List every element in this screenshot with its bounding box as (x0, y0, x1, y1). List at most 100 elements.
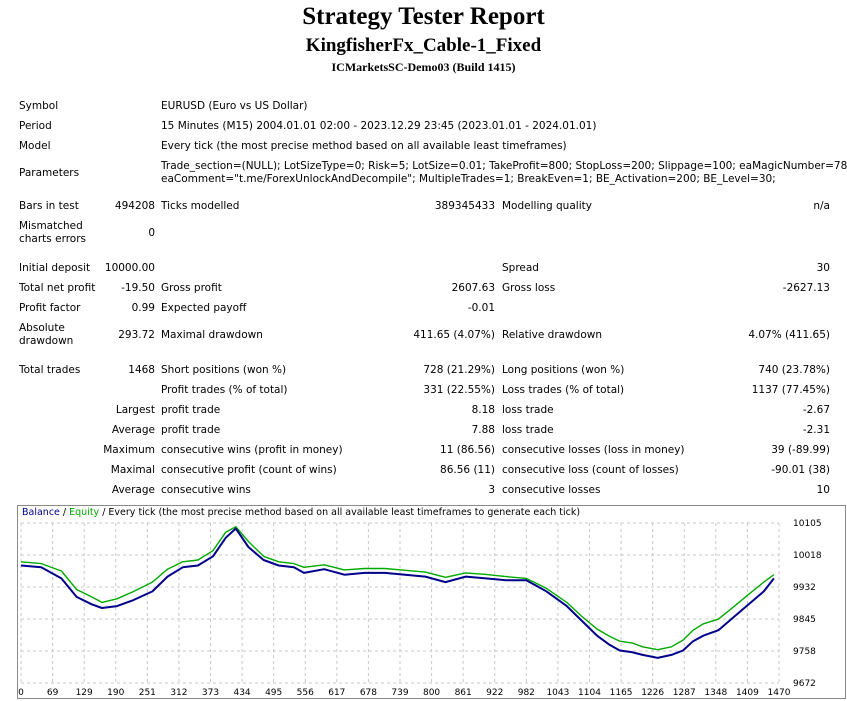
long-positions-label: Long positions (won %) (502, 364, 625, 376)
profit-factor-label: Profit factor (19, 302, 81, 314)
x-tick-label: 251 (139, 688, 156, 698)
gross-profit-value: 2607.63 (451, 282, 495, 294)
ticks-value: 389345433 (434, 200, 495, 212)
balance-equity-chart: 10105 10018 9932 9845 9758 9672 0 69 129 190 251 31… (17, 505, 846, 699)
x-tick-label: 69 (47, 688, 59, 698)
x-tick-label: 129 (76, 688, 93, 698)
average-profit-label: profit trade (161, 424, 221, 436)
short-positions-label: Short positions (won %) (161, 364, 287, 376)
parameters-line-2: eaComment="t.me/ForexUnlockAndDecompile"… (161, 173, 776, 185)
maximal-consecutive-loss-value: -90.01 (38) (771, 464, 830, 476)
report-title: Strategy Tester Report (302, 3, 545, 30)
net-profit-label: Total net profit (19, 282, 96, 294)
x-tick-label: 617 (328, 688, 345, 698)
maximal-consecutive-loss-label: consecutive loss (count of losses) (502, 464, 679, 476)
max-consecutive-wins-value: 11 (86.56) (440, 444, 495, 456)
y-tick-label: 10018 (793, 551, 822, 561)
largest-profit-label: profit trade (161, 404, 221, 416)
average-loss-value: -2.31 (802, 424, 830, 436)
x-tick-label: 1348 (704, 688, 727, 698)
symbol-label: Symbol (19, 100, 59, 112)
legend-balance: Balance (22, 507, 60, 518)
x-tick-label: 1470 (768, 688, 791, 698)
average-label: Average (111, 424, 155, 436)
maximal-label: Maximal (110, 464, 155, 476)
max-consecutive-wins-label: consecutive wins (profit in money) (161, 444, 343, 456)
mismatched-value: 0 (148, 227, 155, 239)
x-tick-label: 495 (265, 688, 282, 698)
largest-label: Largest (115, 404, 155, 416)
x-tick-label: 1043 (546, 688, 569, 698)
ticks-label: Ticks modelled (161, 200, 240, 212)
legend-equity: Equity (69, 507, 100, 518)
profit-trades-label: Profit trades (% of total) (161, 384, 288, 396)
parameters-line-1: Trade_section=(NULL); LotSizeType=0; Ris… (161, 160, 847, 172)
x-tick-label: 434 (233, 688, 250, 698)
average-consecutive-wins-value: 3 (488, 484, 495, 496)
expected-payoff-label: Expected payoff (161, 302, 247, 314)
largest-profit-value: 8.18 (471, 404, 495, 416)
bars-value: 494208 (114, 200, 155, 212)
largest-loss-label: loss trade (502, 404, 554, 416)
chart-legend: Balance / Equity / Every tick (the most … (22, 507, 580, 518)
mismatched-label: Mismatched (19, 220, 83, 232)
equity-line (20, 526, 775, 651)
symbol-value: EURUSD (Euro vs US Dollar) (161, 100, 308, 112)
y-tick-label: 9932 (793, 583, 816, 593)
spread-label: Spread (502, 262, 539, 274)
x-tick-label: 982 (518, 688, 535, 698)
x-tick-label: 1287 (673, 688, 696, 698)
gross-loss-value: -2627.13 (782, 282, 830, 294)
maximal-consecutive-profit-label: consecutive profit (count of wins) (161, 464, 337, 476)
x-tick-label: 1165 (610, 688, 633, 698)
absolute-drawdown-label-2: drawdown (19, 335, 74, 347)
short-positions-value: 728 (21.29%) (423, 364, 495, 376)
x-tick-label: 861 (455, 688, 472, 698)
loss-trades-label: Loss trades (% of total) (502, 384, 625, 396)
x-tick-label: 190 (107, 688, 124, 698)
y-tick-label: 9845 (793, 615, 816, 625)
net-profit-value: -19.50 (121, 282, 155, 294)
mismatched-label-2: charts errors (19, 233, 86, 245)
average-loss-label: loss trade (502, 424, 554, 436)
relative-drawdown-value: 4.07% (411.65) (748, 329, 830, 341)
legend-description: / Every tick (the most precise method ba… (99, 507, 581, 518)
spread-value: 30 (816, 262, 830, 274)
y-tick-label: 9672 (793, 679, 816, 689)
gross-loss-label: Gross loss (502, 282, 556, 294)
total-trades-value: 1468 (128, 364, 155, 376)
initial-deposit-value: 10000.00 (104, 262, 155, 274)
relative-drawdown-label: Relative drawdown (502, 329, 603, 341)
maximum-label: Maximum (103, 444, 155, 456)
average-consecutive-losses-value: 10 (816, 484, 830, 496)
average-consecutive-label: Average (111, 484, 155, 496)
y-tick-label: 9758 (793, 647, 816, 657)
expert-name: KingfisherFx_Cable-1_Fixed (305, 35, 542, 56)
profit-factor-value: 0.99 (131, 302, 155, 314)
x-tick-label: 800 (423, 688, 440, 698)
max-consecutive-losses-value: 39 (-89.99) (771, 444, 830, 456)
absolute-drawdown-label: Absolute (19, 322, 65, 334)
x-tick-label: 1226 (641, 688, 664, 698)
parameters-label: Parameters (19, 167, 80, 179)
x-tick-label: 922 (486, 688, 503, 698)
x-tick-label: 373 (202, 688, 219, 698)
absolute-drawdown-value: 293.72 (118, 329, 155, 341)
average-profit-value: 7.88 (471, 424, 495, 436)
server-build: ICMarketsSC-Demo03 (Build 1415) (331, 60, 516, 74)
average-consecutive-losses-label: consecutive losses (502, 484, 601, 496)
period-value: 15 Minutes (M15) 2004.01.01 02:00 - 2023… (161, 120, 597, 132)
x-tick-label: 1409 (736, 688, 759, 698)
balance-line (20, 527, 775, 659)
maximal-drawdown-label: Maximal drawdown (161, 329, 263, 341)
maximal-drawdown-value: 411.65 (4.07%) (413, 329, 495, 341)
profit-trades-value: 331 (22.55%) (423, 384, 495, 396)
initial-deposit-label: Initial deposit (19, 262, 91, 274)
x-tick-label: 556 (297, 688, 314, 698)
gross-profit-label: Gross profit (161, 282, 222, 294)
maximal-consecutive-profit-value: 86.56 (11) (440, 464, 495, 476)
max-consecutive-losses-label: consecutive losses (loss in money) (502, 444, 685, 456)
quality-label: Modelling quality (502, 200, 592, 212)
chart-svg: 10105 10018 9932 9845 9758 9672 0 69 129 190 251 31… (17, 505, 846, 699)
expected-payoff-value: -0.01 (467, 302, 495, 314)
